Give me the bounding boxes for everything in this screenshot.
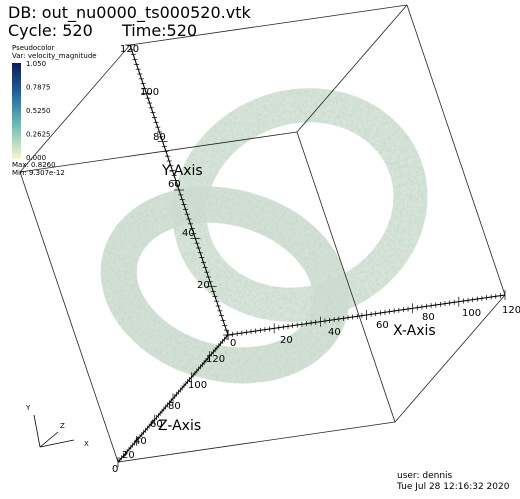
db-name: DB: out_nu0000_ts000520.vtk xyxy=(8,3,251,23)
legend-min: Min: 9.307e-12 xyxy=(12,169,65,177)
triad-z: Z xyxy=(60,422,65,430)
legend-variable: Var: velocity_magnitude xyxy=(12,52,97,60)
z-tick-label: 20 xyxy=(122,450,135,461)
legend-label: 0.7875 xyxy=(26,84,51,92)
box-edge xyxy=(129,4,408,46)
box-edge xyxy=(394,294,506,423)
y-tick-label: 20 xyxy=(197,280,210,291)
axis-line xyxy=(117,334,229,463)
legend-label: 0.000 xyxy=(26,154,46,162)
z-tick-label: 40 xyxy=(134,436,147,447)
triad-x: X xyxy=(84,440,89,448)
axis-line xyxy=(129,44,229,336)
legend-title: Pseudocolor xyxy=(12,44,55,52)
y-tick-label: 120 xyxy=(120,44,139,55)
box-edge xyxy=(19,171,119,463)
legend-label: 0.5250 xyxy=(26,107,51,115)
z-tick-label: 120 xyxy=(206,354,225,365)
cycle: Cycle: 520 xyxy=(8,21,93,40)
box-edge xyxy=(296,131,396,423)
x-tick-label: 100 xyxy=(462,308,481,319)
y-tick-label: 60 xyxy=(168,179,181,190)
legend-label: 0.2625 xyxy=(26,131,51,139)
x-tick-label: 40 xyxy=(328,327,341,338)
time: Time:520 xyxy=(121,21,197,40)
footer-user: user: dennis xyxy=(397,471,453,481)
x-tick-label: 20 xyxy=(280,335,293,346)
legend-max: Max: 0.8260 xyxy=(12,161,56,169)
footer-date: Tue Jul 28 12:16:32 2020 xyxy=(396,482,510,492)
x-tick-label: 80 xyxy=(422,312,435,323)
y-tick-label: 40 xyxy=(182,228,195,239)
box-edge xyxy=(117,421,396,463)
x-axis-title: X-Axis xyxy=(393,323,436,339)
box-edge xyxy=(406,4,506,296)
legend-label: 1.050 xyxy=(26,60,46,68)
z-tick-label: 80 xyxy=(168,401,181,412)
x-tick-label: 60 xyxy=(376,320,389,331)
y-tick-label: 100 xyxy=(140,87,159,98)
box-edge xyxy=(19,44,131,173)
z-axis-title: Z-Axis xyxy=(158,418,201,434)
x-tick-label: 120 xyxy=(502,305,520,316)
z-tick-label: 60 xyxy=(150,419,163,430)
color-bar xyxy=(12,63,21,159)
y-axis-title: Y-Axis xyxy=(161,163,203,179)
volume-render xyxy=(100,88,428,384)
z-tick-label: 100 xyxy=(188,380,207,391)
box-edge xyxy=(19,131,298,173)
box-edge xyxy=(296,4,408,133)
x-tick-label: 0 xyxy=(230,338,236,349)
triad-y: Y xyxy=(25,404,31,412)
z-tick-label: 0 xyxy=(112,464,118,475)
y-tick-label: 80 xyxy=(153,132,166,143)
triad xyxy=(33,414,75,448)
axis-line xyxy=(227,294,506,336)
